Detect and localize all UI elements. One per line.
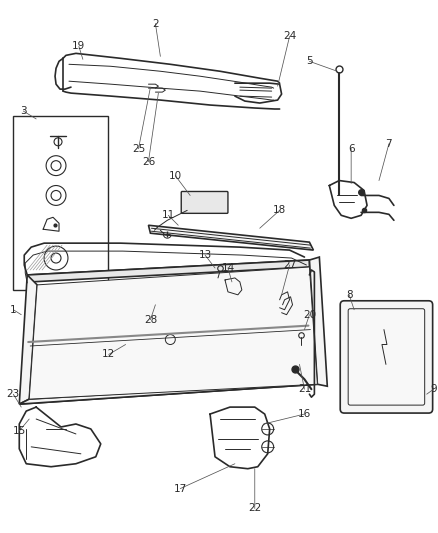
- Polygon shape: [148, 225, 314, 250]
- FancyBboxPatch shape: [181, 191, 228, 213]
- Text: 19: 19: [72, 42, 85, 51]
- Text: 1: 1: [10, 305, 17, 314]
- Text: 28: 28: [144, 314, 157, 325]
- Text: 6: 6: [348, 144, 354, 154]
- Polygon shape: [29, 267, 318, 399]
- Text: 23: 23: [7, 389, 20, 399]
- Text: 8: 8: [346, 290, 353, 300]
- Text: 27: 27: [283, 260, 296, 270]
- Text: 24: 24: [283, 31, 296, 42]
- Text: 16: 16: [298, 409, 311, 419]
- Text: 13: 13: [198, 250, 212, 260]
- Text: 9: 9: [430, 384, 437, 394]
- Text: 17: 17: [173, 483, 187, 494]
- Text: 22: 22: [248, 504, 261, 513]
- Text: 5: 5: [306, 56, 313, 66]
- Bar: [13, 116, 108, 290]
- Polygon shape: [19, 382, 318, 404]
- FancyBboxPatch shape: [340, 301, 433, 413]
- Text: 11: 11: [162, 211, 175, 220]
- Text: 18: 18: [273, 205, 286, 215]
- Text: 7: 7: [385, 139, 392, 149]
- FancyBboxPatch shape: [348, 309, 425, 405]
- Text: 20: 20: [303, 310, 316, 320]
- Text: 15: 15: [13, 426, 26, 436]
- Text: 25: 25: [132, 144, 145, 154]
- Text: 26: 26: [142, 157, 155, 167]
- Polygon shape: [19, 275, 37, 404]
- Text: 12: 12: [102, 350, 115, 359]
- Text: 21: 21: [298, 384, 311, 394]
- Text: 14: 14: [221, 263, 235, 273]
- Text: 3: 3: [20, 106, 27, 116]
- Polygon shape: [27, 260, 309, 282]
- Text: 10: 10: [169, 171, 182, 181]
- Polygon shape: [309, 257, 327, 386]
- Text: 2: 2: [152, 19, 159, 29]
